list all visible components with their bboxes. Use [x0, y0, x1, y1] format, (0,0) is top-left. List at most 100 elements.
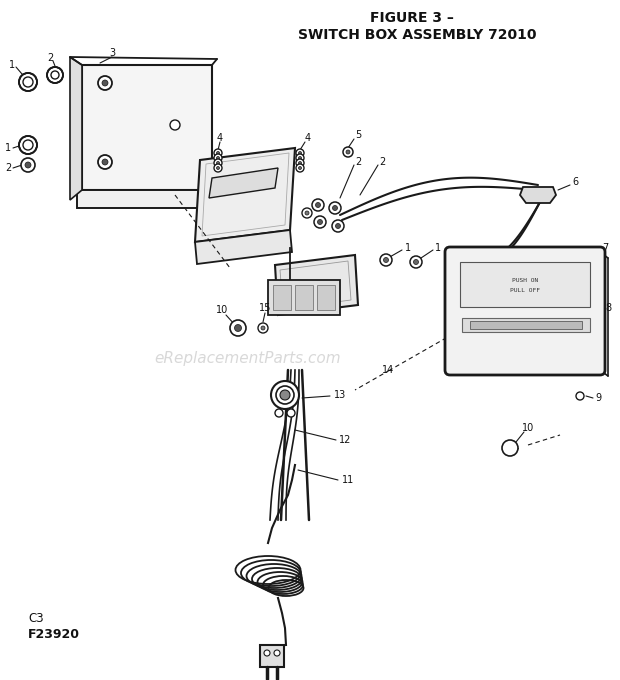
Text: FIGURE 3 –: FIGURE 3 –	[370, 11, 454, 25]
Text: 8: 8	[605, 303, 611, 313]
Text: 1: 1	[5, 143, 11, 153]
Circle shape	[214, 149, 222, 157]
Polygon shape	[195, 148, 295, 242]
Text: 4: 4	[305, 133, 311, 143]
Text: 2: 2	[355, 157, 361, 167]
Text: 10: 10	[522, 423, 534, 433]
Circle shape	[287, 409, 295, 417]
Text: F23920: F23920	[28, 628, 80, 641]
Circle shape	[216, 167, 219, 169]
Text: C3: C3	[28, 611, 43, 624]
Polygon shape	[209, 168, 278, 198]
Circle shape	[47, 67, 63, 83]
Polygon shape	[520, 187, 556, 203]
Circle shape	[296, 154, 304, 162]
Circle shape	[314, 216, 326, 228]
Text: 6: 6	[572, 177, 578, 187]
Text: 2: 2	[379, 157, 385, 167]
Polygon shape	[70, 57, 82, 200]
Circle shape	[280, 390, 290, 400]
Circle shape	[19, 136, 37, 154]
Circle shape	[332, 205, 337, 211]
Circle shape	[298, 152, 301, 154]
Circle shape	[332, 220, 344, 232]
Circle shape	[23, 140, 33, 150]
Circle shape	[305, 211, 309, 215]
Text: eReplacementParts.com: eReplacementParts.com	[154, 350, 342, 366]
Circle shape	[98, 155, 112, 169]
Bar	[470, 321, 582, 329]
Circle shape	[296, 149, 304, 157]
Polygon shape	[195, 230, 292, 264]
Text: 2: 2	[47, 53, 53, 63]
Text: SWITCH BOX ASSEMBLY 72010: SWITCH BOX ASSEMBLY 72010	[298, 28, 536, 42]
Polygon shape	[77, 190, 217, 208]
Polygon shape	[260, 645, 284, 667]
Circle shape	[261, 326, 265, 330]
Text: 1: 1	[405, 243, 411, 253]
Circle shape	[271, 381, 299, 409]
Circle shape	[214, 159, 222, 167]
Text: 4: 4	[217, 133, 223, 143]
Circle shape	[214, 154, 222, 162]
Circle shape	[102, 159, 108, 165]
Circle shape	[296, 159, 304, 167]
Circle shape	[298, 162, 301, 165]
Bar	[317, 285, 335, 310]
Polygon shape	[82, 65, 212, 190]
Polygon shape	[268, 280, 340, 315]
Text: 14: 14	[382, 365, 394, 375]
Text: 11: 11	[342, 475, 354, 485]
Circle shape	[264, 650, 270, 656]
Circle shape	[170, 120, 180, 130]
Bar	[460, 262, 590, 307]
Circle shape	[19, 73, 37, 91]
Bar	[295, 285, 313, 310]
Circle shape	[576, 392, 584, 400]
Text: 10: 10	[216, 305, 228, 315]
Circle shape	[23, 77, 33, 87]
Text: 7: 7	[602, 243, 608, 253]
Circle shape	[98, 76, 112, 90]
Circle shape	[274, 650, 280, 656]
Text: 1: 1	[435, 243, 441, 253]
Circle shape	[298, 156, 301, 160]
Circle shape	[317, 220, 322, 224]
Circle shape	[21, 158, 35, 172]
Circle shape	[296, 164, 304, 172]
Bar	[462, 318, 590, 332]
Text: 12: 12	[339, 435, 351, 445]
Text: 2: 2	[5, 163, 11, 173]
Circle shape	[102, 80, 108, 86]
Circle shape	[302, 208, 312, 218]
Text: 1: 1	[9, 60, 15, 70]
Circle shape	[312, 199, 324, 211]
Bar	[273, 285, 291, 310]
Text: 15: 15	[259, 303, 271, 313]
Text: PUSH ON: PUSH ON	[512, 277, 538, 282]
Circle shape	[25, 162, 31, 168]
Text: PULL OFF: PULL OFF	[510, 288, 540, 292]
Text: 9: 9	[595, 393, 601, 403]
Circle shape	[216, 152, 219, 154]
Circle shape	[216, 156, 219, 160]
Polygon shape	[275, 255, 358, 315]
Circle shape	[384, 258, 389, 262]
Circle shape	[214, 164, 222, 172]
Circle shape	[502, 440, 518, 456]
Circle shape	[51, 71, 59, 79]
Circle shape	[276, 386, 294, 404]
Circle shape	[316, 203, 321, 207]
Circle shape	[298, 167, 301, 169]
Circle shape	[216, 162, 219, 165]
Circle shape	[275, 409, 283, 417]
Circle shape	[234, 324, 242, 332]
Circle shape	[410, 256, 422, 268]
Circle shape	[329, 202, 341, 214]
Circle shape	[258, 323, 268, 333]
Circle shape	[335, 224, 340, 228]
Circle shape	[414, 260, 418, 265]
Text: 13: 13	[334, 390, 346, 400]
Circle shape	[346, 150, 350, 154]
Circle shape	[343, 147, 353, 157]
